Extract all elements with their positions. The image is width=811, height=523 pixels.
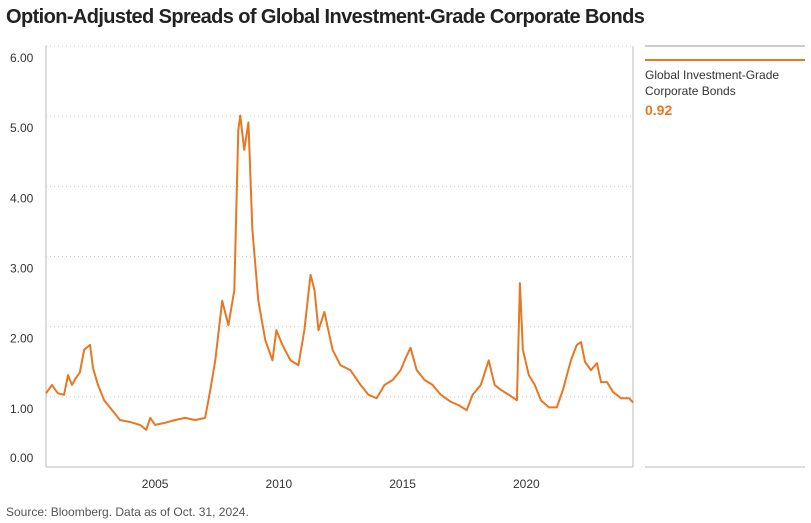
x-tick-label: 2005 [142, 477, 169, 491]
legend: Global Investment-Grade Corporate Bonds … [645, 67, 795, 118]
series-line [45, 114, 634, 431]
x-tick-label: 2020 [513, 477, 540, 491]
source-note: Source: Bloomberg. Data as of Oct. 31, 2… [6, 505, 249, 519]
legend-value: 0.92 [645, 102, 673, 118]
y-tick-label: 2.00 [10, 332, 34, 346]
legend-label: Global Investment-Grade Corporate Bonds [645, 68, 780, 98]
y-tick-label: 6.00 [10, 51, 34, 65]
y-tick-label: 3.00 [10, 262, 34, 276]
x-tick-label: 2015 [389, 477, 416, 491]
y-tick-label: 4.00 [10, 191, 34, 205]
y-tick-label: 0.00 [10, 451, 34, 465]
chart-title: Option-Adjusted Spreads of Global Invest… [6, 6, 645, 28]
x-tick-label: 2010 [266, 477, 293, 491]
y-tick-label: 5.00 [10, 121, 34, 135]
y-tick-label: 1.00 [10, 402, 34, 416]
